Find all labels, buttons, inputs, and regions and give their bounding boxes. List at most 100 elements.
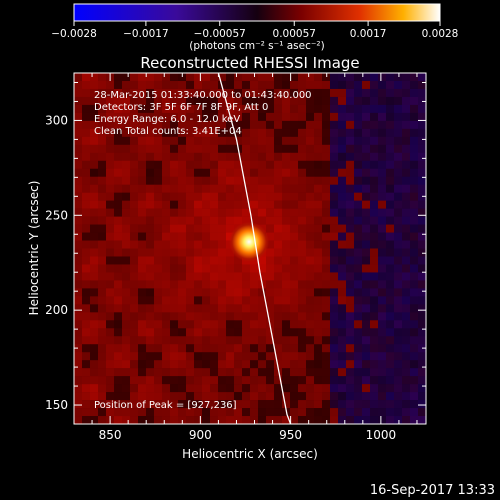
heatmap-cell [402, 200, 411, 209]
heatmap-cell [82, 384, 91, 393]
heatmap-cell [362, 368, 371, 377]
heatmap-cell [298, 216, 307, 225]
heatmap-cell [186, 73, 195, 82]
heatmap-cell [154, 384, 163, 393]
heatmap-cell [162, 288, 171, 297]
heatmap-cell [186, 208, 195, 217]
heatmap-cell [370, 128, 379, 138]
heatmap-cell [106, 232, 115, 241]
heatmap-cell [202, 208, 211, 217]
heatmap-cell [282, 136, 291, 146]
heatmap-cell [322, 376, 331, 385]
heatmap-cell [402, 240, 411, 249]
heatmap-cell [370, 168, 379, 178]
heatmap-cell [282, 184, 291, 193]
heatmap-cell [98, 392, 107, 401]
heatmap-cell [362, 200, 371, 209]
heatmap-cell [90, 264, 99, 273]
heatmap-cell [322, 240, 331, 249]
heatmap-cell [354, 264, 363, 273]
heatmap-cell [130, 232, 139, 241]
heatmap-cell [162, 232, 171, 241]
heatmap-cell [130, 312, 139, 321]
heatmap-cell [162, 408, 171, 417]
heatmap-cell [114, 304, 123, 313]
heatmap-cell [298, 264, 307, 273]
heatmap-cell [138, 192, 147, 201]
heatmap-cell [330, 160, 339, 170]
heatmap-cell [274, 336, 283, 345]
heatmap-cell [418, 232, 426, 241]
heatmap-cell [186, 240, 195, 249]
colorbar: −0.0028 −0.0017 −0.00057 0.00057 0.0017 0.002… [51, 3, 458, 52]
heatmap-cell [282, 128, 291, 138]
heatmap-cell [122, 184, 131, 193]
heatmap-cell [82, 296, 91, 305]
heatmap-cell [378, 216, 387, 225]
heatmap-cell [82, 192, 91, 201]
heatmap-cell [106, 120, 115, 130]
heatmap-cell [130, 240, 139, 249]
heatmap-cell [90, 176, 99, 185]
heatmap-cell [290, 416, 299, 424]
heatmap-cell [386, 224, 395, 233]
heatmap-cell [274, 200, 283, 209]
heatmap-cell [146, 296, 155, 305]
heatmap-cell [202, 272, 211, 281]
heatmap-cell [250, 136, 259, 146]
heatmap-cell [114, 320, 123, 329]
heatmap-cell [298, 224, 307, 233]
y-axis-title: Heliocentric Y (arcsec) [27, 181, 41, 316]
heatmap-cell [130, 336, 139, 345]
heatmap-cell [322, 120, 331, 130]
heatmap-cell [370, 264, 379, 273]
heatmap-cell [90, 288, 99, 297]
heatmap-cell [274, 272, 283, 281]
heatmap-cell [394, 384, 403, 393]
heatmap-cell [74, 352, 83, 361]
heatmap-cell [130, 184, 139, 193]
heatmap-cell [170, 376, 179, 385]
heatmap-cell [306, 240, 315, 249]
heatmap-cell [146, 104, 155, 114]
heatmap-cell [202, 168, 211, 178]
heatmap-cell [226, 80, 235, 90]
heatmap-cell [186, 280, 195, 289]
heatmap-cell [386, 152, 395, 162]
heatmap-cell [130, 408, 139, 417]
heatmap-cell [218, 384, 227, 393]
heatmap-cell [330, 376, 339, 385]
heatmap-cell [266, 168, 275, 178]
colorbar-tick-label: −0.00057 [194, 28, 246, 40]
heatmap-cell [90, 312, 99, 321]
heatmap-cell [202, 304, 211, 313]
heatmap-cell [394, 376, 403, 385]
heatmap-cell [410, 384, 419, 393]
heatmap-cell [194, 344, 203, 353]
heatmap-cell [250, 184, 259, 193]
heatmap-cell [122, 344, 131, 353]
heatmap-cell [82, 208, 91, 217]
heatmap-cell [226, 128, 235, 138]
heatmap-cell [290, 80, 299, 90]
heatmap-cell [298, 272, 307, 281]
heatmap-cell [202, 384, 211, 393]
heatmap-cell [170, 80, 179, 90]
heatmap-cell [154, 80, 163, 90]
heatmap-cell [162, 392, 171, 401]
heatmap-cell [114, 248, 123, 257]
heatmap-cell [234, 352, 243, 361]
heatmap-cell [210, 296, 219, 305]
heatmap-cell [122, 232, 131, 241]
heatmap-cell [114, 88, 123, 98]
heatmap-cell [402, 328, 411, 337]
heatmap-cell [74, 400, 83, 409]
heatmap-cell [242, 152, 251, 162]
heatmap-cell [290, 104, 299, 114]
heatmap-cell [234, 328, 243, 337]
heatmap-cell [378, 168, 387, 178]
heatmap-cell [218, 416, 227, 424]
heatmap-cell [330, 288, 339, 297]
heatmap-cell [194, 352, 203, 361]
heatmap-cell [290, 120, 299, 130]
